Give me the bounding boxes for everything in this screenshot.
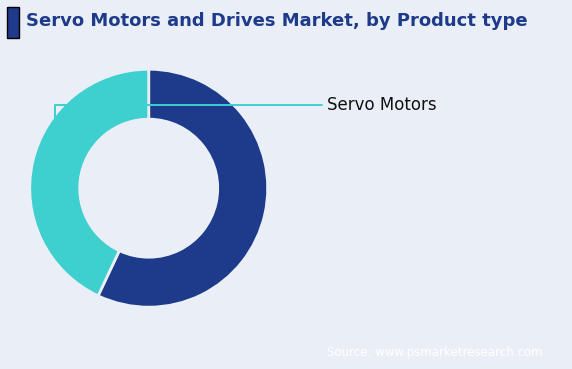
Text: Source: www.psmarketresearch.com: Source: www.psmarketresearch.com [327,345,542,359]
Wedge shape [30,69,149,296]
Text: Servo Motors and Drives Market, by Product type: Servo Motors and Drives Market, by Produ… [26,12,528,30]
Text: Servo Motors: Servo Motors [55,96,437,177]
Wedge shape [98,69,268,307]
FancyBboxPatch shape [7,7,19,38]
